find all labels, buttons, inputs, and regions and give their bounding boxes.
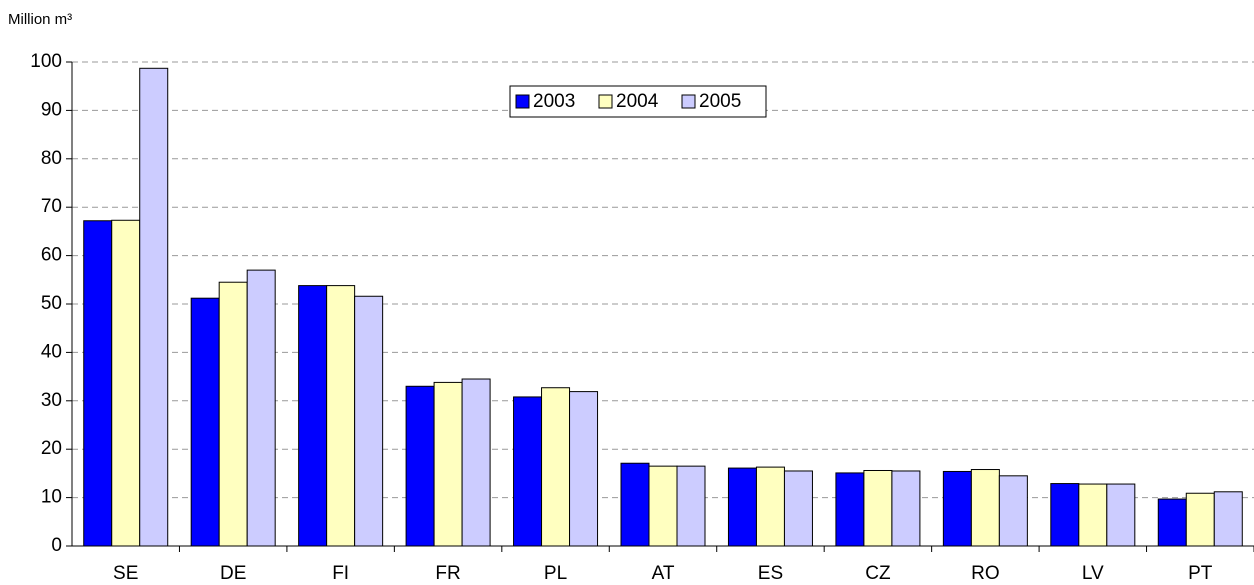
x-tick-label: SE [113,563,138,584]
legend: 2003 2004 2005 [509,85,767,118]
y-tick-label: 60 [41,245,62,266]
x-tick-label: PL [544,563,567,584]
legend-swatch [515,94,530,109]
y-axis-label: Million m³ [8,11,72,28]
x-tick-label: DE [220,563,246,584]
legend-swatch [598,94,613,109]
bar [354,295,384,547]
legend-box [509,85,767,118]
x-tick-label: PT [1188,563,1213,584]
bar [139,67,169,547]
x-tick-label: FI [332,563,349,584]
bar [783,470,813,547]
legend-swatch [681,94,696,109]
bar [620,462,650,547]
y-tick-label: 40 [41,341,62,362]
bar [513,396,543,547]
bar [433,381,463,547]
bar [569,391,599,547]
bar [676,465,706,547]
legend-label: 2003 [533,91,575,112]
bar [998,475,1028,547]
bar [648,465,678,547]
bar [1157,498,1187,547]
bar [83,220,113,547]
y-tick-label: 80 [41,148,62,169]
bar [942,470,972,547]
y-tick-label: 0 [51,535,62,556]
bar [835,472,865,547]
x-tick-label: AT [652,563,675,584]
bar [246,269,276,547]
y-tick-label: 70 [41,196,62,217]
bar [218,281,248,547]
bar [190,297,220,547]
bar [405,385,435,547]
y-tick-label: 20 [41,438,62,459]
y-tick-label: 10 [41,487,62,508]
x-tick-label: ES [758,563,783,584]
bar [1078,483,1108,547]
bar [111,219,141,547]
x-tick-label: FR [435,563,460,584]
bar [755,466,785,547]
bar [298,285,328,547]
bar [891,470,921,547]
legend-label: 2005 [699,91,741,112]
bar [541,387,571,547]
legend-label: 2004 [616,91,659,112]
y-tick-label: 30 [41,390,62,411]
bar [326,285,356,547]
x-tick-label: RO [971,563,1000,584]
bar [1213,491,1243,547]
y-tick-label: 50 [41,293,62,314]
bar [461,378,491,547]
bar [1185,492,1215,547]
y-tick-label: 90 [41,99,62,120]
bar [1106,483,1136,547]
x-tick-label: CZ [865,563,891,584]
bar [970,469,1000,547]
bar [727,467,757,547]
y-tick-label: 100 [30,51,62,72]
x-tick-label: LV [1082,563,1104,584]
bar [1050,483,1080,547]
bar [863,469,893,547]
